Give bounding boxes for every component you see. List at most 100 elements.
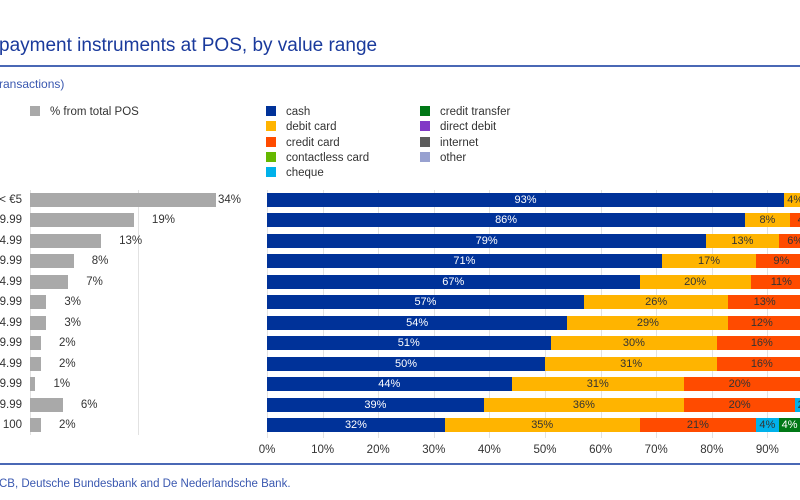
gridline [767, 190, 769, 438]
legend-item-credit-card: credit card [266, 136, 340, 149]
segment-data-label: 20% [728, 378, 751, 391]
legend-label: credit transfer [440, 106, 511, 118]
category-label: 9.99 [0, 398, 22, 411]
total-pos-bar [30, 254, 74, 269]
segment-data-label: 71% [453, 255, 476, 268]
stacked-bar-segment-credit-card: 9% [756, 254, 800, 269]
segment-data-label: 13% [753, 296, 776, 309]
segment-data-label: 54% [406, 316, 429, 329]
category-label: < €5 [0, 194, 22, 206]
stacked-bar-segment-credit-card: 13% [728, 295, 800, 310]
stacked-bar-segment-cheque: 4% [756, 417, 779, 432]
segment-data-label: 32% [344, 418, 367, 431]
gridline [433, 190, 435, 438]
stacked-bar-segment-credit-card: 6% [778, 233, 800, 248]
total-pos-data-label: 34% [217, 194, 241, 206]
segment-data-label: 57% [414, 296, 437, 309]
stacked-bar-segment-debit-card: 30% [550, 336, 718, 351]
segment-data-label: 16% [750, 357, 773, 370]
category-label: 9.99 [0, 378, 22, 391]
chart-title: payment instruments at POS, by value ran… [0, 35, 378, 56]
legend-swatch [420, 121, 430, 132]
x-tick-label: 50% [533, 444, 557, 456]
stacked-bar-segment-credit-card: 4 [789, 213, 800, 228]
segment-data-label: 93% [514, 194, 537, 206]
x-tick-label: 10% [311, 444, 335, 456]
stacked-bar-segment-debit-card: 35% [444, 417, 640, 432]
total-pos-bar [30, 315, 47, 330]
legend-label: % from total POS [50, 106, 139, 118]
segment-data-label: 50% [394, 357, 418, 370]
segment-data-label: 26% [645, 296, 668, 309]
segment-data-label: 4 [798, 213, 800, 227]
segment-data-label: 31% [620, 357, 643, 370]
gridline [378, 190, 380, 438]
category-label: 9.99 [0, 255, 22, 268]
segment-data-label: 16% [750, 337, 773, 350]
category-label: 4.99 [0, 357, 22, 370]
gridline [138, 190, 139, 435]
segment-data-label: 31% [586, 378, 609, 391]
stacked-bar-segment-cash: 44% [267, 377, 512, 392]
stacked-bar-segment-credit-card: 20% [684, 377, 800, 392]
stacked-bar-segment-credit-card: 16% [717, 336, 800, 351]
segment-data-label: 9% [773, 255, 790, 268]
total-pos-bar [30, 397, 63, 412]
legend-label: contactless card [286, 151, 370, 164]
gridline [600, 190, 602, 438]
stacked-bar-segment-credit-card: 16% [717, 356, 800, 371]
total-pos-data-label: 3% [64, 296, 82, 309]
legend-label: other [440, 151, 467, 164]
segment-data-label: 79% [475, 234, 498, 247]
segment-data-label: 44% [378, 378, 401, 391]
legend-label: direct debit [440, 121, 497, 134]
segment-data-label: 4% [781, 418, 798, 431]
stacked-bar-segment-debit-card: 8% [745, 213, 790, 228]
stacked-bar-segment-credit-transfer: 4% [778, 417, 800, 432]
legend-swatch [420, 136, 430, 147]
segment-data-label: 36% [572, 398, 595, 411]
segment-data-label: 13% [731, 234, 754, 247]
total-pos-data-label: 2% [58, 337, 76, 350]
total-pos-data-label: 13% [119, 234, 143, 247]
gridline [545, 190, 546, 438]
x-tick-label: 30% [422, 444, 446, 456]
legend-item-debit-card: debit card [266, 121, 337, 133]
legend-swatch [420, 106, 430, 116]
stacked-bar-segment-debit-card: 20% [639, 274, 751, 289]
total-pos-data-label: 2% [58, 357, 76, 370]
legend-label: debit card [286, 121, 337, 134]
segment-data-label: 17% [697, 255, 721, 268]
stacked-bar-segment-credit-card: 20% [684, 397, 796, 412]
legend-item-total-pos: % from total POS [30, 106, 139, 118]
segment-data-label: 11% [770, 275, 792, 288]
stacked-bar-segment-cash: 54% [267, 315, 568, 330]
stacked-bar-segment-cash: 39% [267, 397, 484, 412]
stacked-bar-segment-debit-card: 36% [483, 397, 684, 412]
category-label: 9.99 [0, 337, 22, 350]
legend-swatch [266, 106, 276, 116]
gridline [30, 190, 31, 435]
total-pos-bar [30, 356, 41, 371]
stacked-bar-segment-debit-card: 31% [511, 377, 684, 392]
total-pos-bar [30, 377, 36, 392]
stacked-bar-segment-cash: 50% [267, 356, 545, 371]
stacked-bar-segment-cash: 57% [267, 295, 584, 310]
category-label: 9.99 [0, 296, 22, 309]
total-pos-bar [30, 336, 41, 351]
segment-data-label: 21% [686, 418, 709, 431]
stacked-bar-segment-credit-card: 11% [750, 274, 800, 289]
stacked-bar-segment-cash: 86% [267, 213, 746, 228]
legend-swatch [266, 136, 276, 147]
category-label: 9.99 [0, 214, 22, 227]
gridline [656, 190, 658, 438]
legend-item-cash: cash [266, 106, 310, 118]
total-pos-bar [30, 417, 41, 432]
segment-data-label: 51% [397, 337, 420, 350]
total-pos-data-label: 3% [64, 316, 82, 329]
x-tick-label: 70% [644, 444, 668, 456]
stacked-bar-segment-cash: 32% [267, 417, 445, 432]
category-label: 4.99 [0, 275, 22, 288]
legend-item-internet: internet [420, 136, 478, 149]
legend-swatch [266, 151, 276, 162]
